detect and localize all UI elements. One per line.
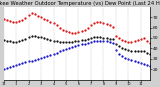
Title: Milwaukee Weather Outdoor Temperature (vs) Dew Point (Last 24 Hours): Milwaukee Weather Outdoor Temperature (v… xyxy=(0,1,160,6)
